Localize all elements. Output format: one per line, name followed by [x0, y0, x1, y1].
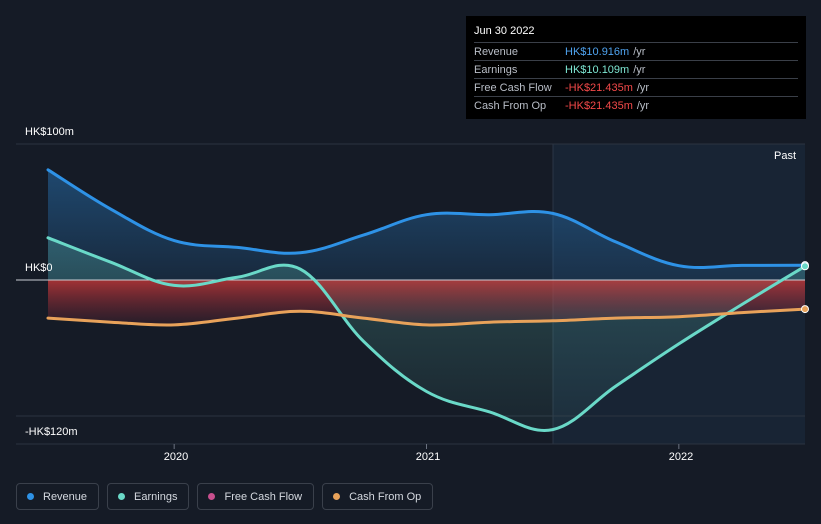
tooltip-row-cash-from-op: Cash From Op -HK$21.435m /yr [474, 96, 798, 114]
x-tick-label: 2020 [163, 451, 189, 463]
legend-item-free-cash-flow[interactable]: Free Cash Flow [197, 483, 315, 510]
tooltip-label: Revenue [474, 45, 519, 58]
tooltip-row-revenue: Revenue HK$10.916m /yr [474, 42, 798, 60]
tooltip-unit: /yr [633, 63, 646, 76]
tooltip-unit: /yr [633, 45, 646, 58]
legend-dot-icon [27, 493, 34, 500]
area-revenue [48, 169, 805, 280]
tooltip-value: -HK$21.435m [565, 99, 633, 112]
legend-label: Cash From Op [349, 490, 422, 503]
tooltip-value: -HK$21.435m [565, 81, 633, 94]
legend-dot-icon [333, 493, 341, 500]
tooltip-label: Cash From Op [474, 99, 547, 112]
tooltip-value: HK$10.109m [565, 63, 630, 76]
line-earnings [46, 236, 807, 432]
tooltip: Jun 30 2022 Revenue HK$10.916m /yr Earni… [466, 16, 806, 119]
tooltip-value: HK$10.916m [565, 45, 630, 58]
area-cash-from-op [48, 280, 805, 326]
tooltip-row-earnings: Earnings HK$10.109m /yr [474, 60, 798, 78]
legend-dot-icon [208, 493, 216, 500]
y-tick-label: HK$100m [25, 126, 74, 138]
endpoint-cash-from-op [801, 305, 809, 314]
legend-dot-icon [118, 493, 126, 500]
line-revenue [46, 168, 807, 270]
tooltip-unit: /yr [636, 81, 650, 94]
legend-label: Earnings [134, 490, 178, 503]
y-tick-label: HK$0 [25, 262, 53, 274]
tooltip-unit: /yr [636, 99, 650, 112]
tooltip-row-free-cash-flow: Free Cash Flow -HK$21.435m /yr [474, 78, 798, 96]
endpoint-earnings [801, 262, 809, 271]
x-tick-label: 2021 [415, 451, 441, 463]
legend: Revenue Earnings Free Cash Flow Cash Fro… [16, 483, 434, 510]
line-cash-from-op [46, 307, 807, 327]
x-tick-label: 2022 [668, 451, 694, 463]
legend-label: Free Cash Flow [224, 490, 303, 503]
legend-item-revenue[interactable]: Revenue [16, 483, 100, 510]
legend-item-cash-from-op[interactable]: Cash From Op [322, 483, 434, 510]
tooltip-label: Free Cash Flow [474, 81, 552, 94]
legend-item-earnings[interactable]: Earnings [107, 483, 190, 510]
legend-label: Revenue [43, 490, 88, 503]
y-tick-label: -HK$120m [25, 426, 78, 438]
past-label: Past [774, 150, 797, 162]
tooltip-label: Earnings [474, 63, 518, 76]
tooltip-date: Jun 30 2022 [474, 25, 535, 37]
